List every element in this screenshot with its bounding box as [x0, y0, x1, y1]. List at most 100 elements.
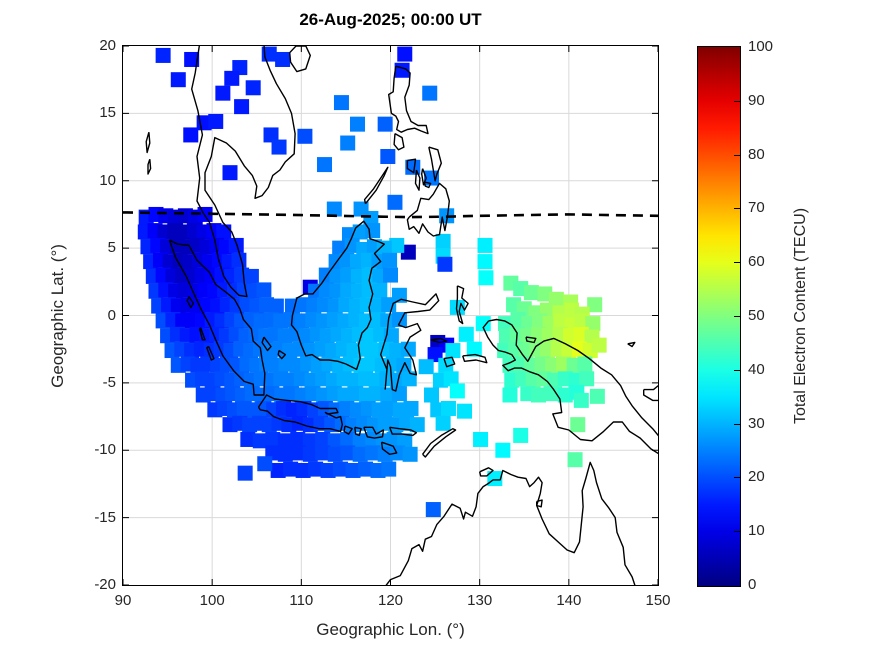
tec-point [557, 387, 573, 403]
tec-point [326, 201, 342, 217]
tec-point [208, 113, 224, 129]
tec-point [344, 237, 360, 253]
tec-point [400, 244, 416, 260]
coastline [393, 132, 405, 151]
tec-point [445, 343, 461, 359]
y-tick-label: -10 [94, 441, 116, 459]
tec-point [475, 316, 491, 332]
coastline [147, 158, 152, 175]
tec-point [477, 237, 493, 253]
tec-point [377, 446, 393, 462]
colorbar-tick [734, 316, 740, 317]
coastline [354, 426, 362, 437]
tec-point [389, 237, 405, 253]
tec-point [577, 356, 593, 372]
tec-point [381, 297, 397, 313]
coastline [145, 132, 151, 154]
tec-point [478, 270, 494, 286]
tec-point [591, 337, 607, 353]
tec-point [340, 445, 356, 461]
tec-point [579, 371, 595, 387]
coastline [643, 384, 658, 402]
tec-point [502, 387, 518, 403]
coastline [168, 239, 266, 396]
coastline [388, 426, 418, 437]
coastline [406, 158, 417, 174]
tec-point [422, 85, 438, 101]
tec-point [387, 194, 403, 210]
x-tick-label: 140 [556, 592, 582, 609]
map-plot-svg [123, 46, 658, 585]
tec-point [437, 256, 453, 272]
tec-point [155, 47, 171, 63]
tec-point [473, 431, 489, 447]
tec-point [308, 461, 324, 477]
tec-point [231, 252, 247, 268]
coastline [385, 461, 636, 585]
tec-point [381, 461, 397, 477]
tec-point [333, 95, 349, 111]
colorbar-tick [734, 262, 740, 264]
colorbar-tick [734, 477, 740, 479]
tec-point [587, 297, 603, 313]
tec-point [277, 433, 293, 449]
tec-point [245, 80, 261, 96]
tec-point [275, 51, 291, 67]
coastline [422, 428, 457, 458]
tec-point [382, 252, 398, 268]
tec-point [222, 165, 238, 181]
tec-point [391, 386, 407, 402]
tec-point [585, 316, 601, 332]
colorbar-tick-label: 30 [748, 414, 765, 432]
tec-point [268, 298, 284, 314]
tec-point [424, 170, 440, 186]
coastline [380, 293, 440, 392]
coastline [199, 327, 206, 341]
tec-point [297, 128, 313, 144]
x-tick-label: 120 [377, 592, 404, 609]
tec-point [365, 445, 381, 461]
coastline [430, 337, 448, 344]
colorbar-tick-label: 80 [748, 145, 765, 163]
tec-point [340, 135, 356, 151]
tec-point [425, 502, 441, 518]
tec-point [320, 462, 336, 478]
y-tick-label: 10 [99, 171, 116, 189]
y-tick-label: 15 [99, 104, 116, 122]
tec-point [228, 237, 244, 253]
coastline [428, 146, 442, 182]
tec-point [358, 461, 374, 477]
coastline [406, 182, 450, 237]
tec-point [170, 72, 186, 88]
tec-point [537, 286, 553, 302]
tec-point [352, 224, 368, 240]
colorbar-tick-label: 40 [748, 360, 765, 378]
tec-point [183, 127, 199, 143]
tec-point [327, 446, 343, 462]
tec-point [327, 433, 343, 449]
tec-point [290, 431, 306, 447]
coastline [277, 349, 286, 360]
coastline [462, 353, 488, 364]
tec-point [383, 267, 398, 283]
tec-point [277, 446, 293, 462]
tec-point [302, 433, 318, 449]
tec-point [315, 445, 331, 461]
tec-point [400, 341, 416, 357]
tec-point [234, 99, 250, 115]
tec-point [418, 359, 434, 375]
tec-point [295, 462, 311, 478]
coastline [482, 318, 658, 455]
coastline [261, 336, 272, 352]
tec-point [215, 85, 231, 101]
tec-point [403, 400, 419, 416]
tec-point [271, 139, 287, 155]
tec-point [302, 446, 318, 462]
tec-point [390, 445, 406, 461]
colorbar [697, 46, 741, 587]
tec-point [424, 387, 440, 403]
tec-point [409, 417, 425, 433]
tec-point [435, 233, 451, 249]
x-tick-label: 100 [199, 592, 225, 609]
